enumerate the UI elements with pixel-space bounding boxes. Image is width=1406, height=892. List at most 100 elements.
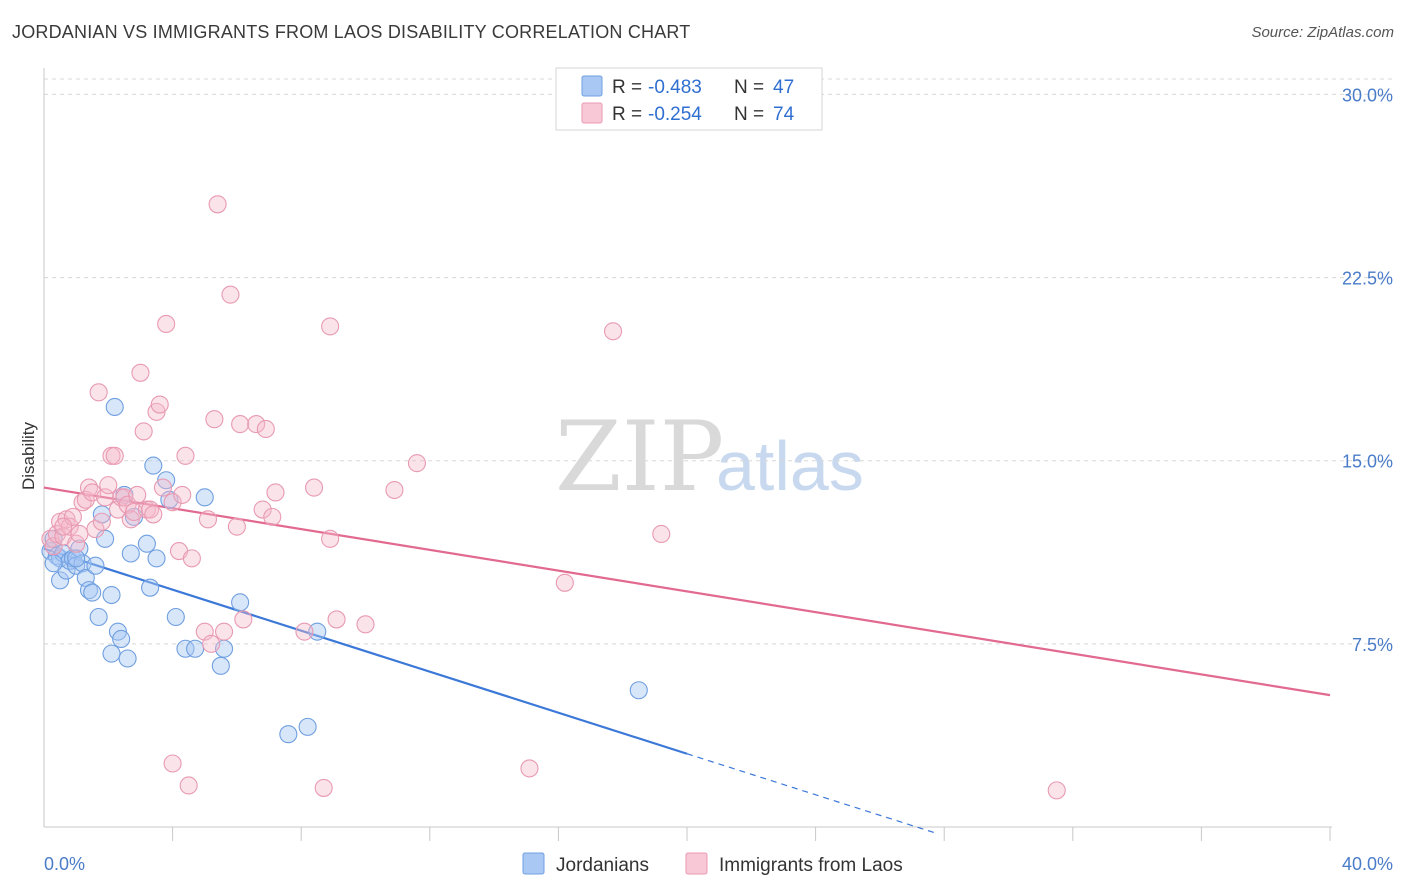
laos-point-69: [555, 573, 574, 592]
laos-point-9: [70, 524, 89, 544]
jordanian-point-36: [186, 639, 205, 658]
jordanian-trend-extension: [686, 753, 938, 835]
laos-point-40: [173, 485, 192, 504]
laos-point-46: [202, 634, 221, 653]
jordanian-point-14: [83, 583, 102, 602]
laos-point-29: [134, 422, 153, 441]
y-tick-label-0: 7.5%: [1352, 635, 1393, 655]
y-tick-label-3: 30.0%: [1342, 85, 1393, 105]
jordanian-point-44: [629, 681, 648, 700]
jordanian-point-29: [141, 578, 160, 597]
laos-point-65: [356, 615, 375, 634]
chart-title: JORDANIAN VS IMMIGRANTS FROM LAOS DISABI…: [12, 22, 691, 42]
legend-n-value-2: 74: [773, 104, 795, 125]
laos-point-43: [182, 549, 201, 568]
laos-point-53: [234, 610, 253, 629]
laos-point-45: [198, 510, 218, 529]
jordanian-point-23: [112, 629, 131, 649]
jordanian-point-45: [44, 554, 63, 573]
jordanian-point-34: [166, 607, 185, 627]
laos-point-70: [604, 322, 623, 341]
jordanian-trend-line: [43, 547, 688, 755]
bottom-legend-swatch-laos: [685, 852, 708, 875]
stats-legend: R = -0.483 N = 47 R = -0.254 N = 74: [555, 67, 823, 131]
laos-point-49: [214, 622, 234, 641]
legend-r-value-1: -0.483: [648, 77, 702, 98]
laos-point-55: [253, 500, 272, 519]
laos-point-47: [205, 410, 224, 429]
laos-point-35: [153, 478, 173, 497]
laos-point-54: [247, 415, 266, 434]
bottom-legend-swatch-jordanians: [522, 852, 545, 875]
jordanian-point-43: [308, 622, 327, 641]
laos-point-63: [321, 317, 340, 336]
laos-point-68: [520, 759, 539, 778]
legend-swatch-laos: [581, 102, 603, 124]
laos-point-6: [60, 517, 79, 536]
laos-point-27: [128, 485, 147, 504]
laos-point-42: [179, 776, 198, 795]
legend-n-value-1: 47: [773, 77, 794, 98]
jordanian-point-30: [144, 456, 163, 475]
laos-point-57: [263, 507, 282, 526]
laos-point-18: [99, 476, 118, 495]
laos-point-71: [652, 524, 671, 544]
watermark-atlas: atlas: [716, 427, 864, 505]
jordanian-point-37: [195, 488, 214, 507]
jordanian-point-10: [70, 539, 89, 558]
laos-point-58: [266, 483, 285, 502]
y-tick-label-1: 15.0%: [1342, 452, 1393, 472]
laos-point-24: [118, 495, 137, 514]
jordanian-point-35: [176, 639, 195, 658]
chart-source: Source: ZipAtlas.com: [1251, 24, 1394, 41]
bottom-legend-laos: Immigrants from Laos: [719, 855, 903, 876]
trend-lines: [43, 486, 1331, 835]
laos-point-37: [163, 493, 182, 512]
jordanian-point-26: [121, 544, 140, 563]
jordanian-point-18: [96, 529, 115, 548]
laos-point-48: [208, 195, 227, 214]
laos-point-15: [89, 383, 108, 402]
jordanian-point-25: [118, 649, 137, 668]
laos-point-12: [79, 478, 99, 497]
jordanian-point-16: [89, 607, 108, 627]
legend-r-label-2: R =: [612, 104, 642, 125]
laos-point-31: [141, 500, 160, 519]
jordanian-point-46: [67, 549, 86, 568]
laos-point-73: [54, 517, 73, 536]
legend-swatch-jordanians: [581, 75, 603, 97]
jordanian-point-13: [79, 581, 99, 600]
jordanian-point-38: [211, 656, 230, 675]
jordanian-point-4: [51, 571, 70, 590]
laos-point-51: [227, 517, 246, 536]
laos-point-66: [385, 480, 404, 500]
axes: 7.5% 15.0% 22.5% 30.0%: [43, 68, 1393, 841]
x-axis-max-label: 40.0%: [1342, 854, 1393, 874]
laos-point-59: [295, 622, 314, 641]
jordanian-point-41: [279, 725, 298, 744]
laos-point-14: [86, 520, 105, 539]
laos-point-41: [176, 446, 195, 465]
jordanian-point-40: [231, 593, 250, 612]
x-axis-min-label: 0.0%: [44, 854, 85, 874]
laos-point-64: [327, 610, 346, 629]
laos-point-56: [256, 419, 275, 439]
jordanian-point-31: [147, 549, 166, 568]
laos-point-28: [131, 363, 150, 382]
legend-r-label-1: R =: [612, 77, 642, 98]
watermark-zip: ZIP: [555, 401, 724, 513]
laos-point-60: [305, 478, 324, 497]
laos-point-62: [321, 529, 340, 548]
legend-n-label-1: N =: [734, 77, 764, 98]
laos-point-20: [105, 446, 124, 465]
laos-point-8: [67, 534, 86, 553]
jordanian-point-42: [298, 717, 317, 736]
laos-point-7: [63, 507, 82, 526]
jordanian-point-21: [105, 397, 124, 417]
laos-point-36: [157, 314, 176, 334]
gridlines: [44, 78, 1393, 645]
laos-point-72: [1047, 781, 1066, 800]
laos-point-32: [144, 505, 163, 524]
laos-point-67: [407, 454, 426, 473]
